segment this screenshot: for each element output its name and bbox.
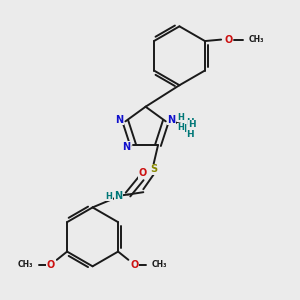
- Text: CH₃: CH₃: [18, 260, 33, 269]
- Text: H: H: [186, 118, 194, 127]
- Text: H: H: [178, 113, 184, 122]
- Text: N: N: [114, 191, 122, 201]
- Text: N: N: [168, 115, 176, 125]
- Text: O: O: [130, 260, 138, 269]
- Text: H: H: [186, 130, 194, 139]
- Text: H: H: [188, 120, 196, 129]
- Text: CH₃: CH₃: [152, 260, 167, 269]
- Text: H: H: [178, 123, 184, 132]
- Text: N: N: [178, 124, 186, 134]
- Text: H: H: [105, 191, 112, 200]
- Text: O: O: [139, 168, 147, 178]
- Text: O: O: [224, 34, 232, 45]
- Text: S: S: [150, 164, 157, 174]
- Text: CH₃: CH₃: [249, 35, 265, 44]
- Text: O: O: [47, 260, 55, 269]
- Text: N: N: [115, 115, 123, 125]
- Text: N: N: [123, 142, 131, 152]
